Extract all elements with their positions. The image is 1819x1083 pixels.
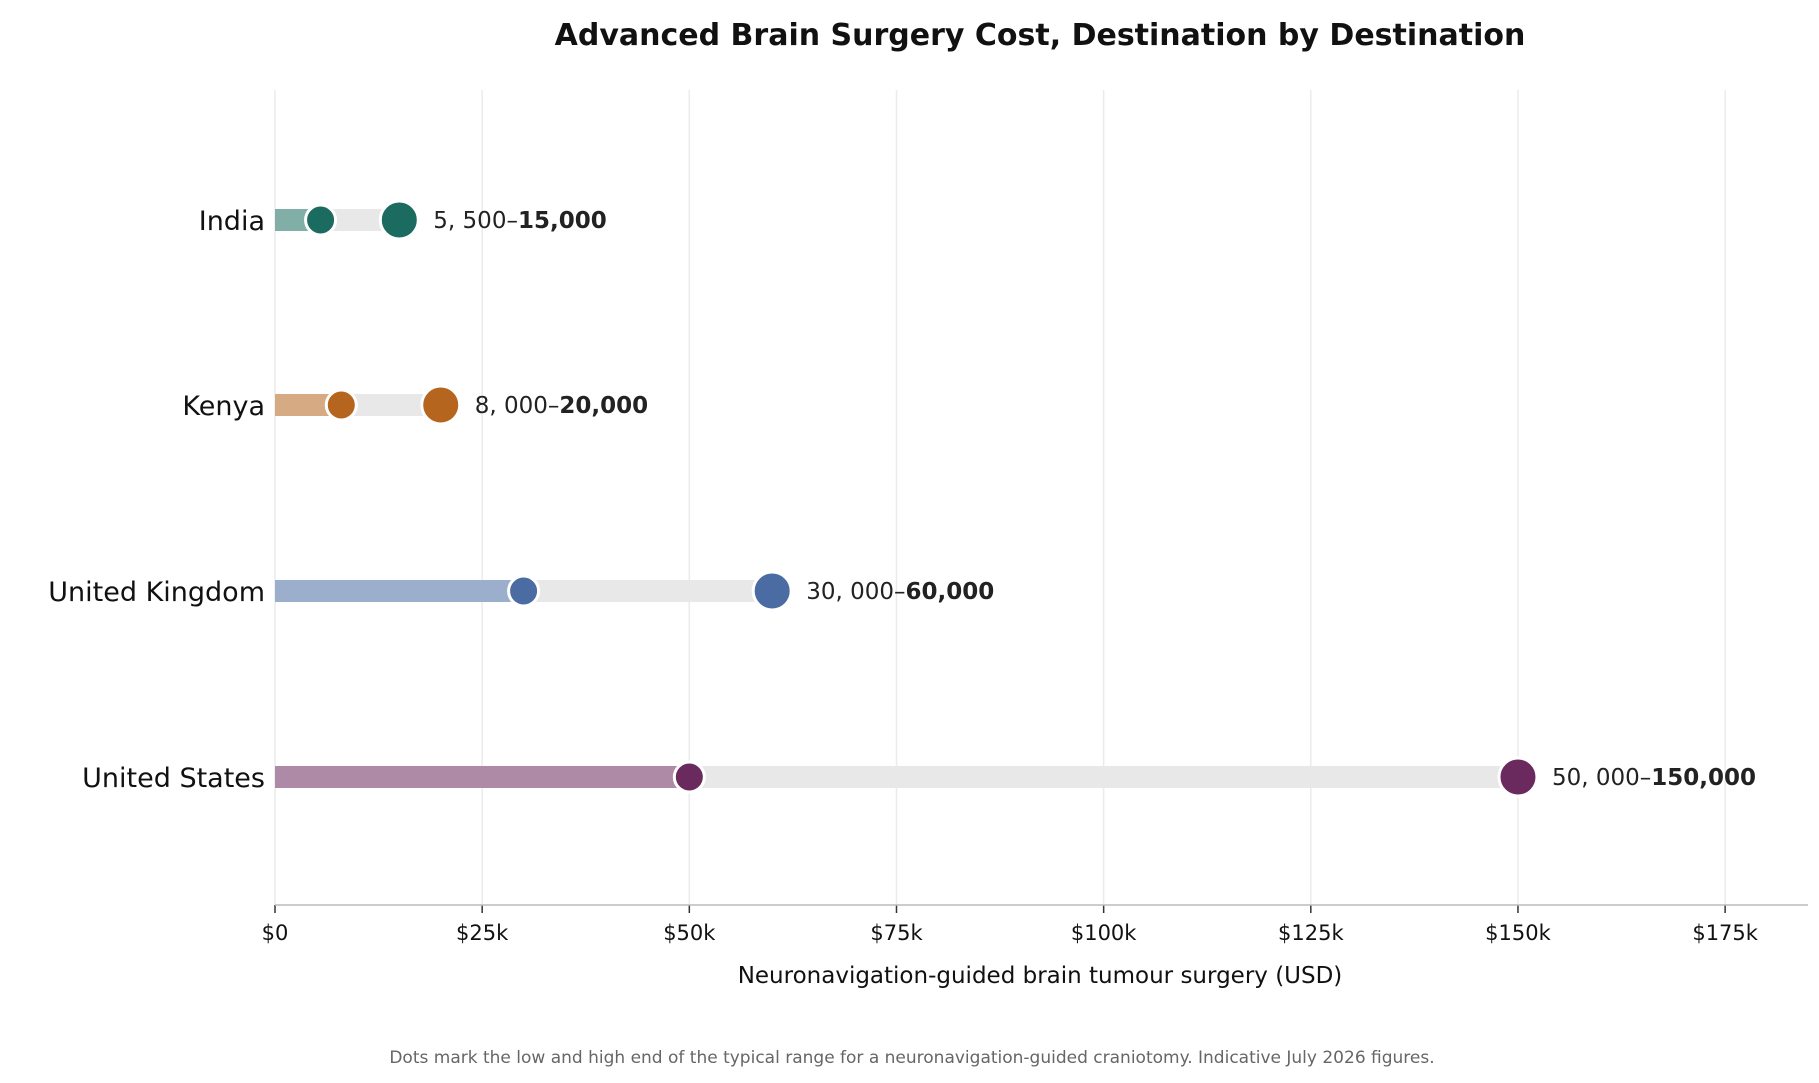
high-dot	[420, 384, 462, 426]
range-label-low: 8, 000–	[475, 393, 560, 419]
chart-title: Advanced Brain Surgery Cost, Destination…	[555, 18, 1526, 53]
x-axis-label: Neuronavigation-guided brain tumour surg…	[738, 963, 1343, 989]
row-united-states: 50, 000–150,000	[275, 756, 1756, 798]
grid	[274, 90, 1726, 905]
footnote: Dots mark the low and high end of the ty…	[389, 1048, 1434, 1068]
row-india: 5, 500–15,000	[275, 199, 607, 241]
row-kenya: 8, 000–20,000	[275, 384, 648, 426]
range-label-high: 20,000	[559, 393, 648, 419]
x-tick-label: $75k	[870, 921, 923, 945]
range-label: 8, 000–20,000	[475, 393, 648, 419]
low-dot	[324, 388, 358, 422]
x-tick-label: $25k	[456, 921, 509, 945]
range-label-high: 60,000	[905, 579, 994, 605]
range-label: 5, 500–15,000	[433, 208, 606, 234]
range-label: 50, 000–150,000	[1552, 765, 1756, 791]
category-label: United States	[82, 763, 265, 794]
high-dot	[1497, 756, 1539, 798]
x-tick-label: $50k	[663, 921, 716, 945]
category-labels: India Kenya United Kingdom United States	[48, 206, 265, 794]
x-tick-label: $125k	[1278, 921, 1344, 945]
range-label-low: 5, 500–	[433, 208, 518, 234]
range-label-high: 15,000	[518, 208, 607, 234]
low-dot	[672, 760, 706, 794]
range-label: 30, 000–60,000	[806, 579, 994, 605]
category-label: Kenya	[182, 391, 265, 422]
x-tick-label: $0	[262, 921, 289, 945]
range-label-low: 50, 000–	[1552, 765, 1651, 791]
high-dot	[378, 199, 420, 241]
category-label: United Kingdom	[48, 577, 265, 608]
high-dot	[751, 570, 793, 612]
x-tick-label: $100k	[1071, 921, 1137, 945]
x-axis: $0 $25k $50k $75k $100k $125k $150k $175k	[262, 904, 1808, 945]
row-united-kingdom: 30, 000–60,000	[275, 570, 994, 612]
range-label-high: 150,000	[1651, 765, 1756, 791]
x-tick-label: $150k	[1485, 921, 1551, 945]
range-label-low: 30, 000–	[806, 579, 905, 605]
bars: 5, 500–15,000 8, 000–20,000 30, 000–60,000…	[275, 199, 1756, 798]
x-tick-label: $175k	[1692, 921, 1758, 945]
category-label: India	[199, 206, 265, 237]
low-dot	[304, 203, 338, 237]
low-dot	[507, 574, 541, 608]
